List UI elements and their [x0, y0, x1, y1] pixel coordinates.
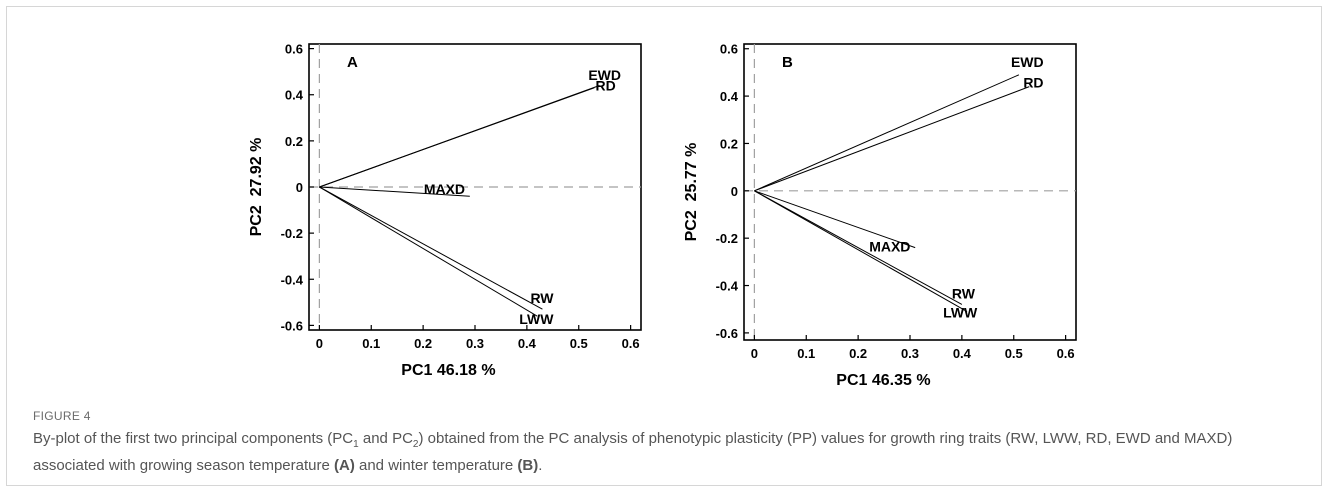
x-tick-label: 0.6	[622, 336, 640, 351]
caption-part: and PC	[358, 430, 413, 447]
y-axis-label: PC2 27.92 %	[248, 138, 265, 237]
x-tick-label: 0.6	[1057, 346, 1075, 361]
vector-label-maxd: MAXD	[869, 239, 910, 255]
vector-label-rw: RW	[530, 290, 554, 306]
figure-frame: 0 0.1 0.2 0.3 0.4 0.5 0.6 0.6 0.4 0.2 0 -0.2 -0.4 -0.…	[6, 6, 1322, 486]
caption-ref-a: (A)	[334, 457, 355, 474]
caption-part: ) obtained from the PC analysis of pheno…	[33, 430, 1233, 474]
y-tick-label: -0.2	[716, 231, 738, 246]
figure-label: FIGURE 4	[33, 409, 91, 423]
caption-ref-b: (B)	[517, 457, 539, 474]
y-tick-label: 0	[296, 180, 303, 195]
vector-label-rd: RD	[1023, 75, 1043, 91]
figure-svg: 0 0.1 0.2 0.3 0.4 0.5 0.6 0.6 0.4 0.2 0 -0.2 -0.4 -0.…	[248, 42, 1077, 389]
vector-rd	[754, 86, 1030, 192]
x-tick-label: 0.5	[1005, 346, 1023, 361]
vector-ewd	[754, 74, 1020, 192]
chart-panel-b: 0 0.1 0.2 0.3 0.4 0.5 0.6 0.6 0.4 0.2 0 -0.2 -0.4 -0.…	[683, 42, 1077, 389]
x-tick-label: 0.5	[570, 336, 588, 351]
y-tick-label: -0.2	[281, 226, 303, 241]
vector-rd	[319, 85, 600, 188]
y-tick-label: 0.6	[720, 42, 738, 57]
y-tick-label: 0.2	[285, 134, 303, 149]
figure-caption: By-plot of the first two principal compo…	[33, 428, 1303, 476]
y-tick-label: 0.4	[720, 89, 739, 104]
caption-part: By-plot of the first two principal compo…	[33, 430, 354, 447]
y-tick-label: 0.6	[285, 42, 303, 57]
vector-rw	[754, 190, 963, 305]
x-axis-label: PC1 46.35 %	[836, 372, 930, 389]
panel-label: B	[782, 54, 793, 71]
vector-maxd	[754, 190, 916, 249]
x-tick-label: 0.4	[953, 346, 972, 361]
vector-label-maxd: MAXD	[424, 181, 465, 197]
x-tick-label: 0.1	[362, 336, 380, 351]
x-tick-label: 0.1	[797, 346, 815, 361]
y-tick-label: -0.6	[716, 326, 738, 341]
vector-lww	[754, 190, 968, 313]
x-tick-label: 0.3	[901, 346, 919, 361]
vector-label-lww: LWW	[943, 305, 978, 321]
y-tick-label: 0.4	[285, 88, 304, 103]
x-tick-label: 0.3	[466, 336, 484, 351]
vector-label-rw: RW	[952, 285, 976, 301]
chart-panel-a: 0 0.1 0.2 0.3 0.4 0.5 0.6 0.6 0.4 0.2 0 -0.2 -0.4 -0.…	[248, 42, 642, 379]
x-tick-label: 0.2	[414, 336, 432, 351]
x-tick-label: 0	[316, 336, 323, 351]
caption-part: and winter temperature	[354, 457, 518, 474]
x-tick-label: 0	[751, 346, 758, 361]
y-tick-label: 0.2	[720, 136, 738, 151]
vector-label-lww: LWW	[519, 311, 554, 327]
panel-label: A	[347, 54, 358, 71]
x-axis-label: PC1 46.18 %	[401, 362, 495, 379]
vector-label-ewd: EWD	[588, 67, 621, 83]
x-tick-label: 0.4	[518, 336, 537, 351]
vector-lww	[319, 186, 538, 317]
caption-subscript: 2	[412, 439, 419, 450]
x-tick-label: 0.2	[849, 346, 867, 361]
vector-label-rd: RD	[596, 78, 616, 94]
y-tick-label: 0	[731, 184, 738, 199]
y-tick-label: -0.4	[716, 279, 739, 294]
vector-maxd	[319, 186, 470, 197]
caption-part: .	[538, 457, 543, 474]
y-axis-label: PC2 25.77 %	[683, 143, 700, 242]
vector-label-ewd: EWD	[1011, 54, 1044, 70]
y-tick-label: -0.4	[281, 272, 304, 287]
y-tick-label: -0.6	[281, 318, 303, 333]
vector-rw	[319, 186, 543, 310]
caption-subscript: 1	[353, 439, 359, 450]
